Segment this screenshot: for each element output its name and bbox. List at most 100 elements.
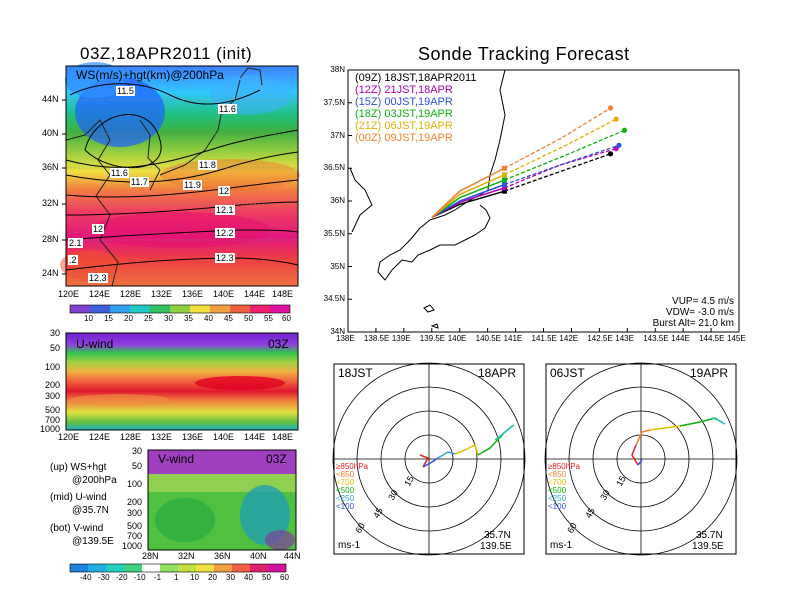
ws-colorbar-label: 15 [104,314,113,323]
launch-item: (18Z) 03JST,19APR [355,108,453,120]
uwind-lon-label: 120E [58,432,80,442]
hodo-right-date: 19APR [690,366,729,380]
contour-label: 12.3 [215,253,235,263]
uwind-lon-label: 128E [120,432,142,442]
v-colorbar-label: -40 [80,573,92,582]
hodo-right-panel [544,362,738,556]
track-lat-label: 38N [330,65,345,74]
track-lat-label: 34N [330,327,345,336]
contour-label: 11.6 [218,104,237,114]
uwind-p-label: 50 [50,343,61,353]
uwind-lon-label: 136E [182,432,204,442]
track-lon-label: 144E [671,334,690,343]
track-panel [347,69,740,333]
burst-marker [501,182,507,188]
map-variable-label: WS(m/s)+hgt(km)@200hPa [76,68,224,82]
v-colorbar-label: 10 [190,573,199,582]
track-lat-label: 35.5N [323,228,345,238]
map-lon-label: 136E [182,289,204,299]
uwind-p-label: 100 [45,362,61,372]
map-lon-label: 128E [120,289,142,299]
burst-marker [501,172,507,178]
vwind-p-label: 700 [127,531,143,541]
v-colorbar-label: -30 [98,573,110,582]
v-colorbar-label: 50 [262,573,271,582]
uwind-lon-label: 144E [244,432,266,442]
track-series-ascent [431,183,505,219]
v-colorbar-label: 20 [208,573,217,582]
contour-label: 11.9 [183,180,202,190]
contour-label: 12.2 [215,228,235,238]
map-lon-label: 132E [151,289,173,299]
vwind-panel [147,449,297,551]
track-lon-label: 141.5E [531,334,557,343]
level-item: <100 [336,502,355,511]
vwind-lat-label: 44N [284,551,301,561]
v-colorbar-label: 60 [280,573,289,582]
ws-colorbar-label: 55 [264,314,273,323]
sonde-params: VUP= 4.5 m/s VDW= -3.0 m/s Burst Alt= 21… [630,296,734,329]
left-title: 03Z,18APR2011 (init) [80,44,253,63]
contour-label: 11.5 [116,86,135,96]
track-lon-label: 143E [615,334,634,343]
track-lon-label: 138E [336,334,355,343]
track-lon-label: 138.5E [363,334,390,343]
map-lon-label: 144E [244,289,266,299]
map-lon-label: 148E [272,289,294,299]
hodo-right-time: 06JST [550,366,585,380]
track-series-descent [504,129,625,181]
map-lat-label: 44N [42,94,59,104]
burst-marker [501,177,507,183]
level-item: <100 [548,502,567,511]
track-lon-label: 139E [391,334,411,343]
legend-note: (bot) V-wind @139.5E [50,522,114,548]
ws-colorbar-label: 20 [124,314,133,323]
track-lon-label: 140.5E [475,334,501,343]
map-lat-label: 32N [42,198,59,208]
level-item: ≥850hPa [548,462,580,471]
v-colorbar-label: 30 [226,573,235,582]
level-item: <850 [336,470,355,479]
v-colorbar-label: 40 [244,573,253,582]
vwind-p-label: 30 [132,446,143,456]
hodo-left-time: 18JST [338,366,373,380]
track-series-ascent [431,174,505,218]
vwind-label: V-wind [158,452,195,466]
track-series-ascent [431,179,505,218]
hodo-left-lon: 139.5E [480,541,512,552]
hodo-right-unit: ms-1 [550,540,573,551]
burst-marker [501,165,507,171]
legend-note-a: (bot) V-wind [50,523,104,534]
legend-note-b: @200hPa [72,475,117,486]
track-series-descent [504,147,617,189]
uwind-lon-label: 124E [89,432,111,442]
vwind-p-label: 50 [132,461,143,471]
track-series-descent [504,118,617,176]
hodo-right-levels: ≥850hPa <850 <700 <500 <250 <100 [548,463,580,511]
ws-colorbar-label: 35 [184,314,193,323]
track-lat-label: 37.5N [323,97,345,107]
uwind-panel [65,332,299,431]
vwind-p-label: 300 [127,508,143,518]
contour-label: 12.3 [88,273,108,283]
uwind-p-label: 500 [45,405,61,415]
vwind-p-label: 200 [127,497,143,507]
uwind-time: 03Z [268,337,289,351]
vwind-p-label: 100 [127,479,143,489]
track-lon-label: 142.5E [587,334,613,343]
level-item: <500 [336,486,355,495]
launch-item: (21Z) 06JST,19APR [355,120,453,132]
contour-label: 12.1 [215,205,235,215]
vwind-lat-label: 40N [250,551,267,561]
uwind-p-label: 1000 [40,424,61,434]
contour-label: 12 [92,224,105,234]
uwind-p-label: 200 [45,380,61,390]
level-item: <700 [548,478,567,487]
legend-note-a: (up) WS+hgt [50,462,107,473]
ws-colorbar-label: 45 [224,314,233,323]
track-lon-label: 145E [727,334,746,343]
hodo-left-date: 18APR [478,366,517,380]
track-series-descent [504,107,611,169]
level-item: <700 [336,478,355,487]
level-item: ≥850hPa [336,462,368,471]
